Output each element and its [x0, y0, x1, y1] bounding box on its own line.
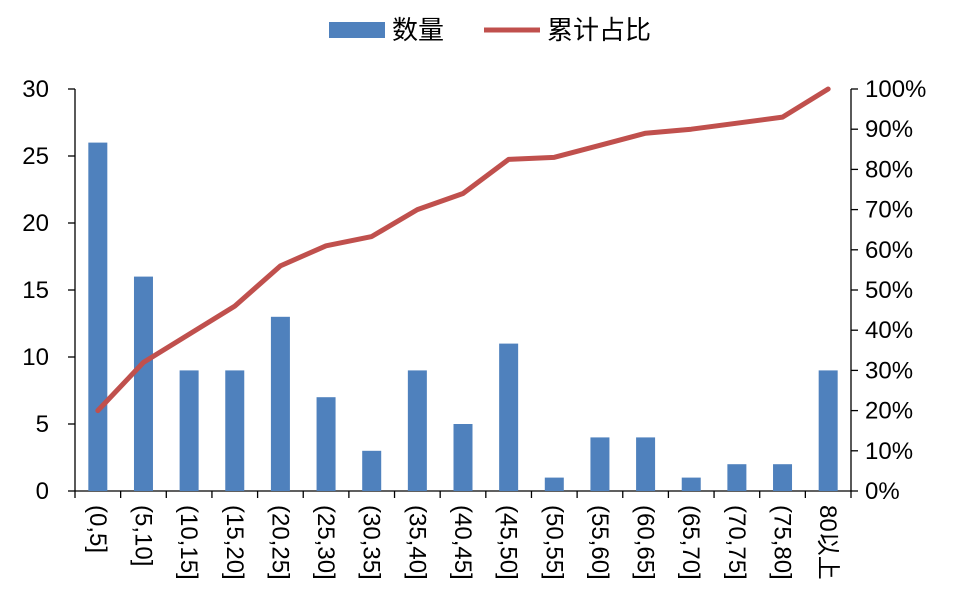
bar	[362, 450, 382, 491]
bar	[316, 397, 336, 491]
right-tick-label: 50%	[865, 277, 913, 304]
left-tick-label: 20	[22, 210, 49, 237]
bar	[407, 370, 427, 491]
left-tick-label: 5	[36, 411, 49, 438]
category-label: (40,45]	[449, 505, 476, 580]
category-label: 80以上	[814, 505, 841, 580]
bar	[590, 437, 610, 491]
right-tick-label: 40%	[865, 317, 913, 344]
x-tick-labels: (0,5] (5,10] (10,15] (15,20] (20,25] (25,30] (…	[84, 505, 841, 580]
line-series	[95, 86, 831, 414]
left-tick-label: 0	[36, 478, 49, 505]
bar	[727, 464, 747, 491]
left-tick-label: 25	[22, 143, 49, 170]
bar	[773, 464, 793, 491]
left-tick-label: 30	[22, 76, 49, 103]
bar	[453, 424, 473, 491]
bar	[544, 477, 564, 491]
right-tick-label: 90%	[865, 116, 913, 143]
right-tick-label: 100%	[865, 76, 926, 103]
bar	[818, 370, 838, 491]
bar	[133, 276, 153, 491]
cumulative-line	[95, 86, 831, 414]
bar-series	[88, 142, 838, 491]
legend-bar-swatch	[329, 22, 385, 38]
bar	[88, 142, 108, 491]
right-tick-label: 60%	[865, 237, 913, 264]
bar	[270, 316, 290, 491]
category-label: (65,70]	[677, 505, 704, 580]
right-tick-label: 20%	[865, 398, 913, 425]
category-label: (10,15]	[175, 505, 202, 580]
category-label: (45,50]	[495, 505, 522, 580]
axes: 0 5 10 15 20 25 30 0% 10% 20% 30% 40% 50% 60% 70% 80% 90…	[22, 76, 926, 505]
category-label: (30,35]	[358, 505, 385, 580]
left-tick-label: 10	[22, 344, 49, 371]
category-label: (15,20]	[221, 505, 248, 580]
category-label: (75,80]	[769, 505, 796, 580]
category-label: (20,25]	[266, 505, 293, 580]
category-label: (55,60]	[586, 505, 613, 580]
right-tick-label: 0%	[865, 478, 900, 505]
bar	[499, 343, 519, 491]
right-tick-label: 30%	[865, 357, 913, 384]
category-label: (35,40]	[403, 505, 430, 580]
bar	[636, 437, 656, 491]
legend-bar-label: 数量	[392, 15, 444, 45]
bar	[179, 370, 199, 491]
right-tick-label: 80%	[865, 156, 913, 183]
legend-line-label: 累计占比	[547, 15, 651, 45]
category-label: (5,10]	[129, 505, 156, 566]
category-label: (0,5]	[84, 505, 111, 553]
category-label: (50,55]	[540, 505, 567, 580]
legend: 数量 累计占比	[329, 15, 651, 45]
bar	[225, 370, 245, 491]
left-tick-label: 15	[22, 277, 49, 304]
bar	[681, 477, 701, 491]
category-label: (70,75]	[723, 505, 750, 580]
category-label: (25,30]	[312, 505, 339, 580]
right-tick-label: 10%	[865, 438, 913, 465]
category-label: (60,65]	[632, 505, 659, 580]
right-tick-label: 70%	[865, 197, 913, 224]
